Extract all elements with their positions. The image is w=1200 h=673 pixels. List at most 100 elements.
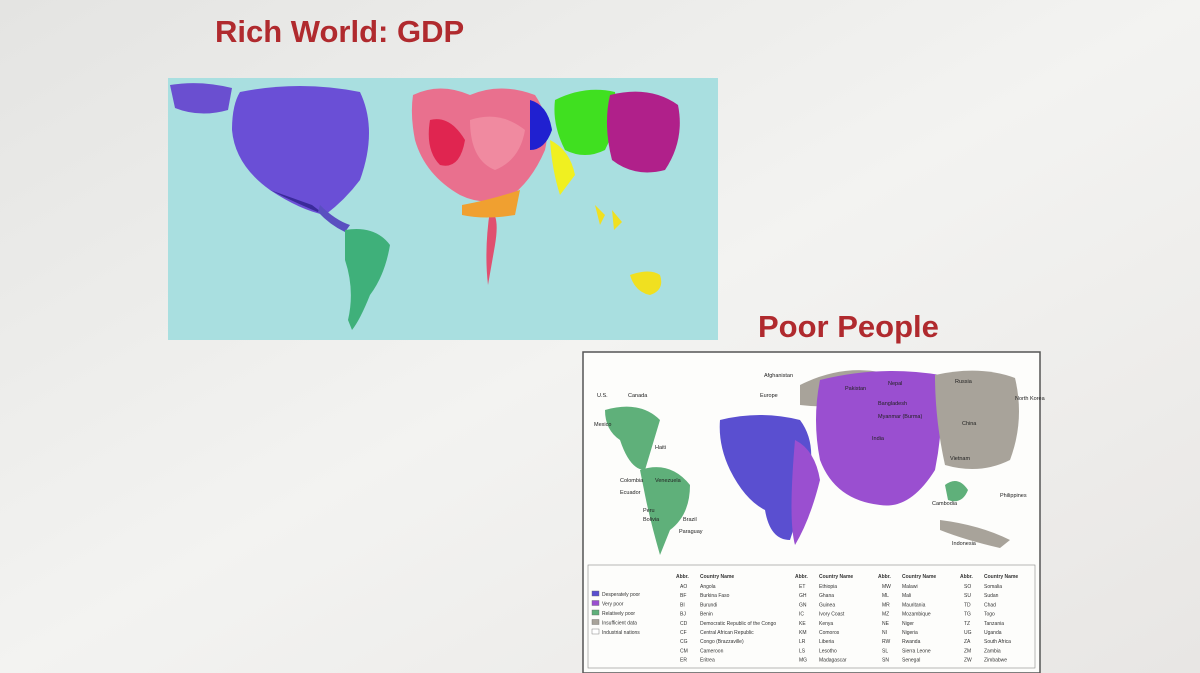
table-cell: Cameroon	[700, 648, 724, 654]
legend-swatch	[591, 628, 600, 635]
table-header: Country Name	[902, 574, 936, 580]
table-cell: Burkina Faso	[700, 593, 730, 599]
table-cell: SO	[964, 584, 971, 590]
table-cell: Central African Republic	[700, 630, 754, 636]
table-cell: Mali	[902, 593, 911, 599]
table-cell: RW	[882, 639, 891, 645]
table-cell: Madagascar	[819, 658, 847, 664]
table-cell: MW	[882, 584, 891, 590]
table-cell: Niger	[902, 621, 914, 627]
map-label: Europe	[760, 393, 778, 399]
table-cell: Nigeria	[902, 630, 918, 636]
table-cell: KE	[799, 621, 806, 627]
table-cell: CG	[680, 639, 688, 645]
map-label: Haiti	[655, 445, 666, 451]
table-cell: BJ	[680, 612, 686, 618]
table-cell: Burundi	[700, 602, 717, 608]
table-cell: Angola	[700, 584, 716, 590]
map-label: China	[962, 421, 977, 427]
table-cell: NI	[882, 630, 887, 636]
table-cell: LS	[799, 648, 806, 654]
table-cell: CF	[680, 630, 687, 636]
slide-title: Poor People	[758, 309, 939, 344]
table-cell: Ethiopia	[819, 584, 837, 590]
table-cell: SN	[882, 658, 889, 664]
map-label: Cambodia	[932, 501, 958, 507]
table-cell: KM	[799, 630, 807, 636]
map-label: Paraguay	[679, 529, 703, 535]
table-cell: Zimbabwe	[984, 658, 1007, 664]
table-cell: CD	[680, 621, 688, 627]
table-cell: ML	[882, 593, 889, 599]
map-label: Ecuador	[620, 490, 641, 496]
table-header: Abbr.	[878, 574, 891, 580]
table-cell: Uganda	[984, 630, 1002, 636]
map-label: Bangladesh	[878, 401, 907, 407]
table-header: Abbr.	[676, 574, 689, 580]
table-cell: Senegal	[902, 658, 920, 664]
table-cell: LR	[799, 639, 806, 645]
table-cell: SU	[964, 593, 971, 599]
poor-map: U.S. Canada Mexico Haiti Colombia Venezuela Ec…	[582, 351, 1046, 673]
table-cell: Sierra Leone	[902, 648, 931, 654]
rich-map	[168, 78, 718, 340]
legend-swatch	[591, 590, 600, 597]
table-cell: BF	[680, 593, 686, 599]
table-cell: Sudan	[984, 593, 999, 599]
table-cell: Mauritania	[902, 602, 926, 608]
table-cell: Ivory Coast	[819, 612, 845, 618]
table-cell: Chad	[984, 602, 996, 608]
map-label: Afghanistan	[764, 373, 793, 379]
map-label: Nepal	[888, 381, 902, 387]
map-label: Bolivia	[643, 517, 660, 523]
table-cell: Somalia	[984, 584, 1002, 590]
legend-label: Insufficient data	[602, 621, 637, 627]
table-cell: South Africa	[984, 639, 1011, 645]
map-label: Brazil	[683, 517, 697, 523]
table-cell: Tanzania	[984, 621, 1004, 627]
legend-label: Relatively poor	[602, 611, 635, 617]
slide-title: Rich World: GDP	[215, 14, 464, 49]
table-header: Abbr.	[960, 574, 973, 580]
map-label: India	[872, 436, 885, 442]
map-label: Russia	[955, 379, 973, 385]
map-label: North Korea	[1015, 396, 1046, 402]
map-label: Mexico	[594, 422, 611, 428]
table-header: Abbr.	[795, 574, 808, 580]
legend-swatch	[591, 609, 600, 616]
table-cell: Rwanda	[902, 639, 921, 645]
table-cell: Ghana	[819, 593, 834, 599]
map-label: Pakistan	[845, 386, 866, 392]
map-label: U.S.	[597, 393, 608, 399]
table-cell: GN	[799, 602, 807, 608]
table-cell: ZW	[964, 658, 972, 664]
table-header: Country Name	[819, 574, 853, 580]
table-cell: Togo	[984, 612, 995, 618]
table-cell: Zambia	[984, 648, 1001, 654]
table-cell: Benin	[700, 612, 713, 618]
map-label: Peru	[643, 508, 655, 514]
legend-label: Industrial nations	[602, 630, 640, 636]
table-cell: Mozambique	[902, 612, 931, 618]
legend-swatch	[591, 600, 600, 606]
map-label: Canada	[628, 393, 648, 399]
table-header: Country Name	[984, 574, 1018, 580]
table-cell: AO	[680, 584, 687, 590]
table-cell: UG	[964, 630, 972, 636]
legend-swatch	[591, 619, 600, 625]
table-cell: Democratic Republic of the Congo	[700, 621, 776, 627]
table-cell: MZ	[882, 612, 889, 618]
table-cell: TZ	[964, 621, 970, 627]
table-cell: ZA	[964, 639, 971, 645]
table-cell: IC	[799, 612, 804, 618]
map-label: Colombia	[620, 478, 644, 484]
table-cell: TG	[964, 612, 971, 618]
table-header: Country Name	[700, 574, 734, 580]
table-cell: NE	[882, 621, 890, 627]
map-label: Venezuela	[655, 478, 682, 484]
table-cell: Kenya	[819, 621, 833, 627]
map-label: Vietnam	[950, 456, 970, 462]
legend-label: Very poor	[602, 602, 624, 608]
table-cell: CM	[680, 648, 688, 654]
